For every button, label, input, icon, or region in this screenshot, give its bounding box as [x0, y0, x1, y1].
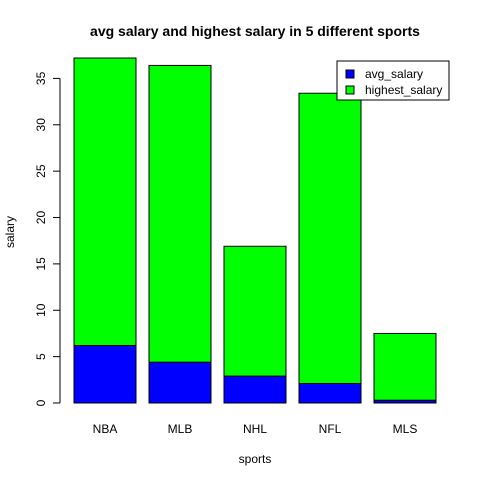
x-category-label: MLS: [393, 422, 418, 436]
x-axis-label: sports: [239, 452, 272, 466]
legend-swatch-highest-salary: [345, 85, 355, 95]
x-category-label: MLB: [168, 422, 193, 436]
bar-mls-highest-salary: [373, 332, 437, 401]
y-axis-label: salary: [3, 216, 17, 248]
bar-nhl-avg-salary: [223, 375, 287, 404]
y-tick-label: 30: [34, 118, 48, 132]
x-category-label: NBA: [93, 422, 118, 436]
y-tick-label: 10: [34, 303, 48, 317]
bar-nba-avg-salary: [73, 345, 137, 404]
legend-swatch-avg-salary: [345, 69, 355, 79]
bar-nfl-avg-salary: [298, 383, 362, 404]
legend-label-highest-salary: highest_salary: [365, 83, 442, 97]
y-tick-label: 5: [34, 353, 48, 360]
y-tick-label: 0: [34, 399, 48, 406]
chart-title: avg salary and highest salary in 5 diffe…: [90, 23, 420, 39]
x-category-label: NHL: [243, 422, 267, 436]
bar-mlb-highest-salary: [148, 64, 212, 363]
x-category-label: NFL: [319, 422, 342, 436]
y-tick-label: 25: [34, 164, 48, 178]
y-tick-label: 15: [34, 257, 48, 271]
y-axis: 0 5 10 15 20 25 30 35: [34, 71, 61, 406]
bars-group: [73, 57, 437, 404]
bar-nhl-highest-salary: [223, 245, 287, 377]
y-tick-label: 20: [34, 211, 48, 225]
x-axis-categories: NBA MLB NHL NFL MLS: [93, 422, 418, 436]
bar-nba-highest-salary: [73, 57, 137, 346]
legend: avg_salary highest_salary: [336, 60, 450, 101]
y-tick-label: 35: [34, 71, 48, 85]
legend-label-avg-salary: avg_salary: [365, 67, 423, 81]
bar-nfl-highest-salary: [298, 92, 362, 385]
legend-box: [336, 60, 450, 101]
bar-mlb-avg-salary: [148, 361, 212, 404]
